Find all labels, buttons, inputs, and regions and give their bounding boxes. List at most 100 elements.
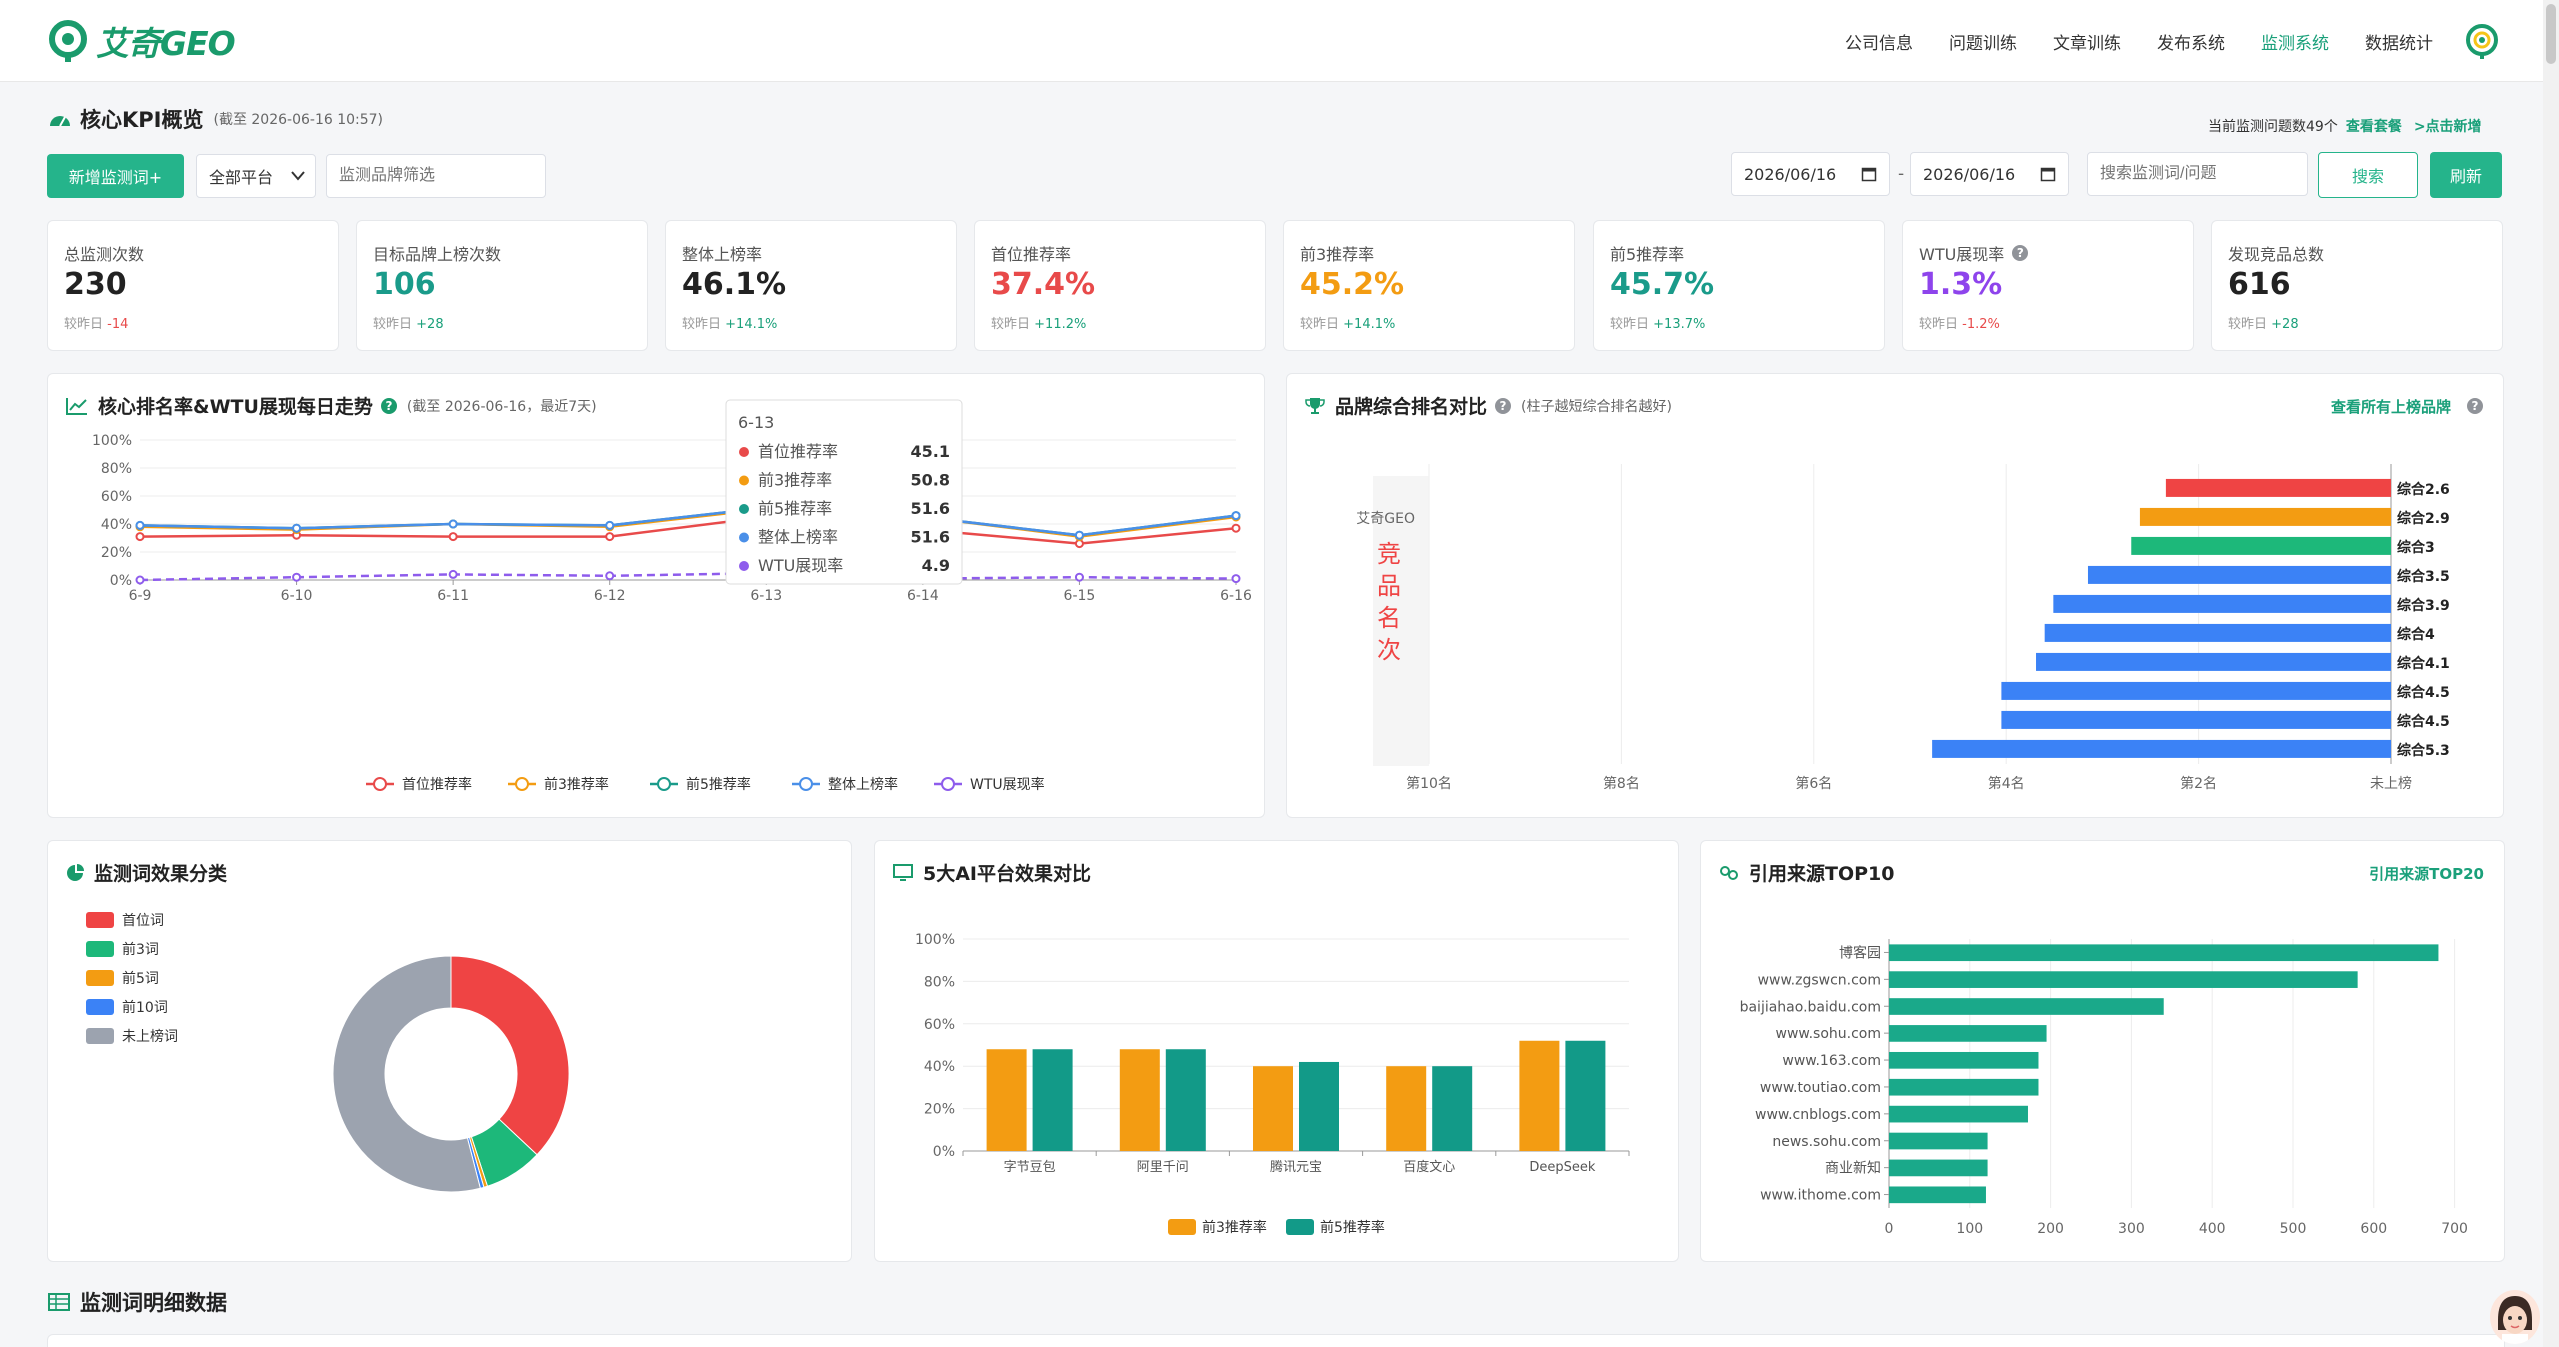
x-tick-label: 6-14 xyxy=(907,588,939,604)
platform-select[interactable]: 全部平台 xyxy=(196,154,316,198)
calendar-icon[interactable] xyxy=(2040,166,2056,182)
brand-rank-chart[interactable]: 第10名 第8名 第6名 第4名 第2名 未上榜 综合2.6 综合2.9 综合3 综合3.5 综合3… xyxy=(1287,374,2505,819)
all-brands-link[interactable]: 查看所有上榜品牌 xyxy=(2330,398,2451,416)
nav-item-article-training[interactable]: 文章训练 xyxy=(2053,33,2121,54)
nav-item-question-training[interactable]: 问题训练 xyxy=(1949,33,2017,54)
kpi-delta-row: 较昨日 +13.7% xyxy=(1610,313,1705,332)
legend-label: 未上榜词 xyxy=(122,1028,178,1045)
kpi-value: 230 xyxy=(64,267,127,302)
refresh-button[interactable]: 刷新 xyxy=(2430,152,2502,198)
nav-item-statistics[interactable]: 数据统计 xyxy=(2365,33,2433,54)
kpi-label: 总监测次数 xyxy=(64,245,145,264)
x-tick-label: 未上榜 xyxy=(2370,775,2412,792)
brand-label: 艾奇GEO xyxy=(1356,510,1415,527)
kpi-label: 目标品牌上榜次数 xyxy=(373,245,502,264)
overlay-char: 竞 xyxy=(1377,540,1401,568)
kpi-delta-row: 较昨日 -14 xyxy=(64,313,128,332)
legend-marker-dot xyxy=(515,777,529,791)
kpi-section-title: 核心KPI概览 xyxy=(80,108,204,132)
series-line xyxy=(139,571,1237,582)
kpi-value: 37.4% xyxy=(991,267,1096,302)
help-icon[interactable]: ? xyxy=(2467,398,2483,414)
help-icon[interactable]: ? xyxy=(380,397,397,414)
y-tick-label: 40% xyxy=(924,1059,955,1075)
kpi-value: 616 xyxy=(2228,267,2291,302)
x-tick-label: 第4名 xyxy=(1988,775,2025,792)
trend-panel-subtitle: (截至 2026-06-16，最近7天) xyxy=(406,398,597,415)
data-point xyxy=(605,532,615,542)
nav-item-company[interactable]: 公司信息 xyxy=(1845,33,1913,54)
assistant-avatar[interactable] xyxy=(2490,1290,2540,1344)
data-point xyxy=(1231,511,1241,521)
help-icon[interactable]: ? xyxy=(2012,245,2029,261)
date-start-picker[interactable]: 2026/06/16 xyxy=(1731,152,1890,196)
kpi-card: 发现竞品总数 616 较昨日 +28 xyxy=(2211,220,2503,351)
search-button[interactable]: 搜索 xyxy=(2318,152,2418,198)
kpi-delta: +14.1% xyxy=(1343,317,1396,332)
kpi-label-row: 整体上榜率 xyxy=(682,241,762,265)
data-point xyxy=(448,519,458,529)
help-icon[interactable]: ? xyxy=(1495,397,1512,414)
legend-marker xyxy=(86,999,114,1015)
kpi-delta: -14 xyxy=(107,317,129,332)
kpi-card: 前5推荐率 45.7% 较昨日 +13.7% xyxy=(1593,220,1885,351)
x-tick-label: 500 xyxy=(2280,1221,2307,1237)
legend-label: 前3推荐率 xyxy=(1202,1219,1267,1236)
source-top10-chart[interactable]: 0 100 200 300 400 500 600 700 博客园 www.zgswcn.com b… xyxy=(1701,841,2506,1263)
y-tick-label: 40% xyxy=(101,517,132,533)
tooltip-marker xyxy=(739,504,749,514)
source-panel-header: 引用来源TOP10 xyxy=(1719,859,1894,886)
source-bar xyxy=(1889,998,2164,1015)
platform-compare-chart[interactable]: 0% 20% 40% 60% 80% 100% 字节豆包 阿里千问 腾讯元宝 百度文心 DeepSe… xyxy=(875,841,1680,1263)
date-end-picker[interactable]: 2026/06/16 xyxy=(1910,152,2069,196)
source-bar xyxy=(1889,1159,1988,1177)
view-plan-link[interactable]: 查看套餐 xyxy=(2345,119,2402,135)
legend-label: 前5推荐率 xyxy=(686,776,751,793)
data-point xyxy=(292,572,302,582)
kpi-delta-prefix: 较昨日 xyxy=(1300,317,1340,332)
line-chart-icon xyxy=(66,397,87,415)
bar xyxy=(1032,1049,1073,1151)
overlay-char: 次 xyxy=(1377,636,1401,664)
kpi-label: 前3推荐率 xyxy=(1300,245,1375,264)
trend-panel: 核心排名率&WTU展现每日走势 ? (截至 2026-06-16，最近7天) 0… xyxy=(47,373,1265,818)
rank-bar xyxy=(2001,681,2391,700)
bar-value-label: 综合4 xyxy=(2397,626,2435,643)
x-tick-label: 百度文心 xyxy=(1403,1159,1455,1175)
pie-chart-icon xyxy=(67,863,84,881)
kpi-delta-row: 较昨日 +28 xyxy=(2228,313,2299,332)
brand-panel-header: 品牌综合排名对比 ? (柱子越短综合排名越好) xyxy=(1305,392,1672,419)
kpi-delta: +28 xyxy=(416,317,444,332)
bar-value-label: 综合5.3 xyxy=(2397,742,2450,759)
add-keyword-button[interactable]: 新增监测词+ xyxy=(47,154,184,198)
kpi-delta-row: 较昨日 +14.1% xyxy=(1300,313,1395,332)
bar xyxy=(1119,1049,1160,1151)
x-tick-label: 第2名 xyxy=(2180,775,2217,792)
calendar-icon[interactable] xyxy=(1861,166,1877,182)
tooltip-marker xyxy=(739,475,749,486)
date-end-value: 2026/06/16 xyxy=(1923,164,2016,184)
legend-label: 前3推荐率 xyxy=(544,776,609,793)
add-more-link[interactable]: >点击新增 xyxy=(2413,119,2482,135)
y-tick-label: www.cnblogs.com xyxy=(1755,1107,1881,1123)
source-top20-link[interactable]: 引用来源TOP20 xyxy=(2369,865,2484,883)
data-point xyxy=(135,520,145,530)
brand-filter-input[interactable] xyxy=(326,154,546,198)
x-tick-label: 300 xyxy=(2118,1221,2145,1237)
bar-value-label: 综合4.5 xyxy=(2397,713,2450,730)
page-scrollbar[interactable] xyxy=(2543,0,2559,1347)
brand-logo[interactable]: 艾奇GEO xyxy=(46,18,236,64)
user-avatar-icon[interactable] xyxy=(2463,22,2501,60)
scrollbar-thumb[interactable] xyxy=(2546,4,2556,64)
keyword-search-input[interactable] xyxy=(2087,152,2308,196)
bar xyxy=(1253,1066,1293,1151)
tooltip-series-value: 51.6 xyxy=(911,528,950,547)
bar-value-label: 综合3 xyxy=(2397,539,2435,556)
kpi-delta-prefix: 较昨日 xyxy=(2228,317,2268,332)
trend-chart[interactable]: 0% 20% 40% 60% 80% 100% 6-9 6-10 6-11 6-12 6-13 6-1… xyxy=(48,374,1266,819)
bar xyxy=(1165,1049,1206,1151)
kpi-delta: +13.7% xyxy=(1653,317,1706,332)
nav-item-monitoring[interactable]: 监测系统 xyxy=(2261,33,2329,54)
nav-item-publish[interactable]: 发布系统 xyxy=(2157,33,2225,54)
